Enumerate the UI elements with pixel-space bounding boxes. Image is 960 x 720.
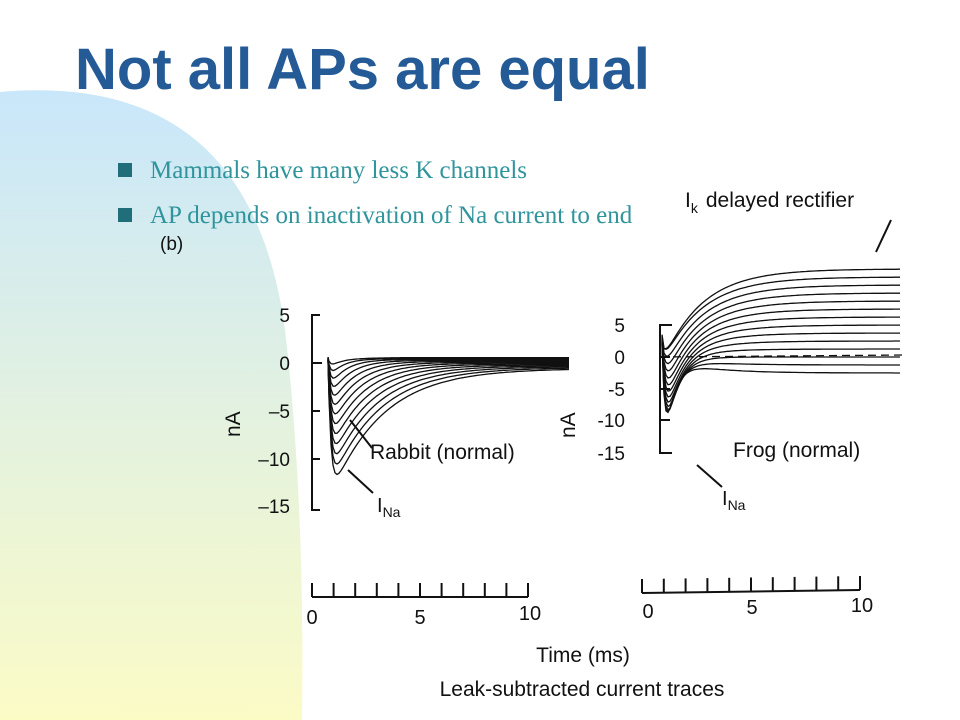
top-label: Ik delayed rectifier [685,189,854,216]
y-tick-label: –5 [269,402,290,423]
bullet-text: Mammals have many less K channels [150,157,527,184]
bullet-text: AP depends on inactivation of Na current… [150,202,633,229]
y-tick-label: -15 [598,444,625,465]
trace [661,276,900,351]
trace [661,332,900,398]
trace [327,359,569,445]
symbol: I [722,488,728,510]
symbol: I [685,189,691,212]
subscript: Na [383,504,401,520]
trace [327,357,569,372]
trace [661,340,900,403]
x-axis-label: Time (ms) [536,644,630,667]
symbol: I [377,495,383,517]
trace [327,360,570,476]
subscript: Na [728,497,746,513]
right-traces [661,268,901,414]
x-tick-label: 0 [306,607,317,629]
left-traces [327,356,570,476]
trace [661,268,900,350]
y-axis-label: nA [222,411,245,437]
trace [327,359,570,425]
panel-caption: Rabbit (normal) [370,441,515,464]
panel-label: (b) [160,234,183,255]
x-tick-label: 5 [414,607,425,629]
trace [327,358,569,406]
panel-caption: Frog (normal) [733,439,860,462]
trace [327,357,569,387]
current-label: INa [722,488,746,513]
trace [661,284,900,357]
zero-line [659,354,906,358]
trace [661,324,900,392]
trace [327,360,569,465]
trace [327,359,569,455]
left-y-axis [311,314,322,511]
leader-line [875,219,892,253]
x-tick-label: 5 [746,597,757,619]
trace [661,316,900,386]
y-axis-label: nA [557,412,580,438]
trace [661,344,900,414]
x-tick-label: 0 [642,601,653,623]
y-tick-label: –15 [258,497,290,518]
current-label: INa [377,495,401,520]
trace [661,343,900,412]
trace [327,357,569,379]
trace [661,342,900,408]
pointer [696,464,723,488]
pointer [349,419,373,449]
trace [661,292,900,365]
pointer [347,469,374,494]
time-scales [311,576,861,598]
bullet-marker [118,163,132,177]
x-tick-label: 10 [519,603,541,625]
y-tick-label: 0 [279,354,290,375]
trace [661,300,901,372]
y-tick-label: 5 [614,316,625,337]
y-tick-label: 0 [614,348,625,369]
label-text: delayed rectifier [706,189,854,212]
y-tick-label: -5 [608,380,625,401]
y-tick-label: -10 [598,411,625,432]
trace [661,308,900,379]
y-tick-label: –10 [258,450,290,471]
trace [327,356,569,365]
trace [661,344,900,414]
subscript: k [691,200,699,216]
trace [327,358,569,415]
trace [327,358,569,396]
x-tick-label: 10 [851,595,873,617]
figure-footer: Leak-subtracted current traces [440,678,725,701]
trace [327,359,569,434]
background-shape [0,90,303,720]
bullet-marker [118,208,132,222]
y-tick-label: 5 [279,306,290,327]
slide-title: Not all APs are equal [75,37,650,102]
